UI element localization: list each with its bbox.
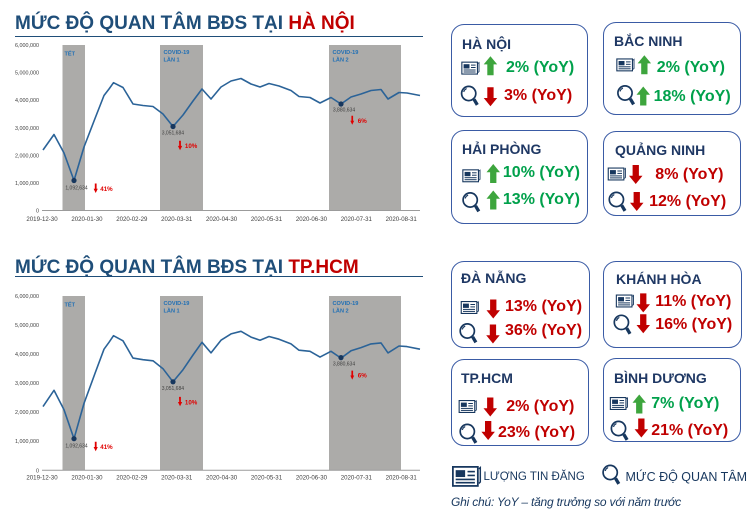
svg-text:5,000,000: 5,000,000 (15, 323, 39, 329)
svg-text:3,880,634: 3,880,634 (333, 362, 355, 368)
svg-text:1,000,000: 1,000,000 (15, 181, 39, 187)
svg-text:2019-12-30: 2019-12-30 (26, 475, 58, 482)
svg-text:3,000,000: 3,000,000 (15, 381, 39, 387)
svg-text:2020-06-30: 2020-06-30 (296, 216, 328, 223)
svg-text:TẾT: TẾT (65, 302, 76, 309)
svg-text:3,051,684: 3,051,684 (162, 386, 184, 392)
svg-text:LẦN 2: LẦN 2 (333, 308, 349, 315)
svg-text:TẾT: TẾT (65, 51, 76, 58)
svg-text:4,000,000: 4,000,000 (15, 98, 39, 104)
svg-text:2020-02-29: 2020-02-29 (116, 216, 148, 223)
svg-text:6%: 6% (358, 372, 367, 379)
svg-text:2020-01-30: 2020-01-30 (71, 216, 103, 223)
svg-text:COVID-19: COVID-19 (333, 301, 359, 307)
svg-text:10%: 10% (185, 143, 198, 150)
svg-text:0: 0 (36, 209, 39, 215)
svg-text:41%: 41% (100, 186, 113, 193)
svg-text:1,092,634: 1,092,634 (65, 444, 87, 450)
svg-text:3,051,684: 3,051,684 (162, 131, 184, 137)
svg-text:2020-08-31: 2020-08-31 (386, 216, 418, 223)
svg-text:COVID-19: COVID-19 (164, 50, 190, 56)
svg-text:2020-06-30: 2020-06-30 (296, 475, 328, 482)
svg-text:6,000,000: 6,000,000 (15, 43, 39, 49)
svg-text:1,092,634: 1,092,634 (65, 186, 87, 192)
svg-text:3,880,634: 3,880,634 (333, 108, 355, 114)
svg-text:LẦN 2: LẦN 2 (333, 57, 349, 64)
svg-text:6,000,000: 6,000,000 (15, 294, 39, 300)
svg-text:2020-04-30: 2020-04-30 (206, 475, 238, 482)
svg-text:41%: 41% (100, 444, 113, 451)
svg-text:COVID-19: COVID-19 (333, 50, 359, 56)
svg-text:2020-08-31: 2020-08-31 (386, 475, 418, 482)
svg-text:2020-03-31: 2020-03-31 (161, 216, 193, 223)
svg-text:10%: 10% (185, 400, 198, 407)
svg-text:LẦN 1: LẦN 1 (164, 57, 180, 64)
svg-text:3,000,000: 3,000,000 (15, 126, 39, 132)
svg-text:2020-05-31: 2020-05-31 (251, 475, 283, 482)
svg-text:2,000,000: 2,000,000 (15, 153, 39, 159)
svg-text:2020-02-29: 2020-02-29 (116, 475, 148, 482)
svg-text:2,000,000: 2,000,000 (15, 410, 39, 416)
svg-text:2020-01-30: 2020-01-30 (71, 475, 103, 482)
svg-text:2020-05-31: 2020-05-31 (251, 216, 283, 223)
svg-text:0: 0 (36, 468, 39, 474)
svg-text:LẦN 1: LẦN 1 (164, 308, 180, 315)
svg-text:2020-04-30: 2020-04-30 (206, 216, 238, 223)
svg-text:2020-07-31: 2020-07-31 (341, 216, 373, 223)
svg-text:4,000,000: 4,000,000 (15, 352, 39, 358)
svg-text:2019-12-30: 2019-12-30 (26, 216, 58, 223)
svg-text:COVID-19: COVID-19 (164, 301, 190, 307)
svg-text:2020-07-31: 2020-07-31 (341, 475, 373, 482)
svg-text:1,000,000: 1,000,000 (15, 439, 39, 445)
svg-text:2020-03-31: 2020-03-31 (161, 475, 193, 482)
svg-text:5,000,000: 5,000,000 (15, 71, 39, 77)
svg-text:6%: 6% (358, 118, 367, 125)
